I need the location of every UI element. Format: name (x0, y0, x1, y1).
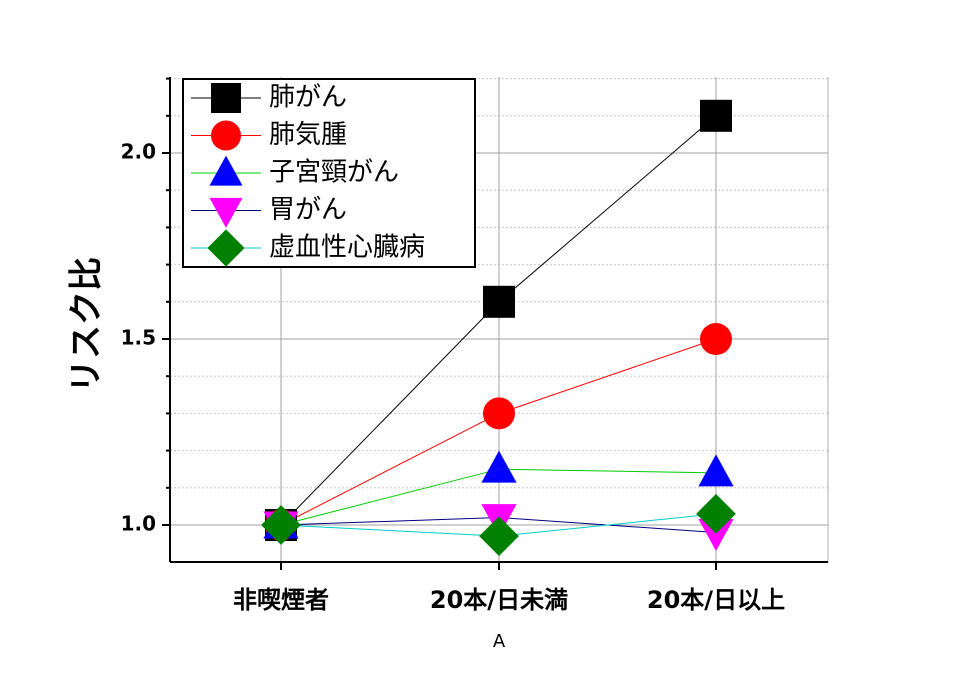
y-axis-title: リスク比 (67, 257, 107, 393)
legend-label: 肺がん (269, 83, 347, 113)
data-point (483, 285, 515, 318)
legend-marker (211, 83, 241, 113)
legend-label: 子宮頸がん (269, 158, 399, 188)
x-axis-title: A (493, 631, 506, 652)
data-point (698, 454, 734, 487)
data-point (700, 323, 732, 355)
legend-label: 肺気腫 (269, 120, 347, 150)
data-point (261, 505, 301, 545)
data-point (483, 397, 515, 430)
data-point (479, 516, 519, 556)
legend-marker (211, 120, 241, 151)
data-point (696, 494, 736, 534)
data-point (481, 450, 517, 483)
x-tick-label: 非喫煙者 (233, 586, 329, 614)
x-tick-label: 20本/日以上 (647, 586, 785, 614)
data-point (700, 99, 732, 132)
series-markers (261, 99, 736, 556)
y-tick-label: 2.0 (121, 140, 156, 164)
legend-marker (209, 197, 243, 228)
data-point (698, 519, 734, 551)
axes: 1.0 1.5 2.0 非喫煙者 20本/日未満 20本/日以上 (121, 77, 828, 614)
legend-marker (209, 155, 243, 186)
legend-marker (207, 229, 245, 267)
legend-label: 虚血性心臓病 (269, 233, 425, 263)
legend-label: 胃がん (269, 195, 347, 225)
x-tick-label: 20本/日未満 (430, 586, 568, 614)
y-tick-label: 1.5 (121, 326, 156, 350)
y-tick-label: 1.0 (121, 512, 156, 536)
